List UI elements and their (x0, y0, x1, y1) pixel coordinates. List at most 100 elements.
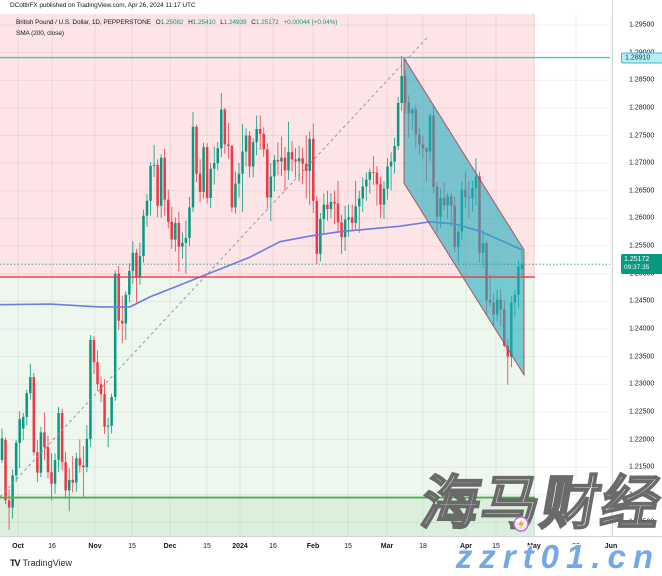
candle-body (198, 173, 202, 192)
candle-body (386, 166, 389, 189)
candle-body (294, 159, 297, 162)
ohlc-low-label: L (220, 19, 224, 26)
candle-body (276, 159, 280, 162)
ohlc-low-value: 1.24939 (223, 19, 247, 26)
candle-body (85, 438, 89, 468)
time-axis-label: 15 (203, 543, 211, 550)
current-price-value: 1.25172 (624, 256, 650, 264)
candle-body (347, 217, 350, 220)
candle-body (32, 377, 36, 453)
candle-body (223, 109, 227, 145)
candle-body (184, 237, 188, 243)
candle-body (7, 500, 11, 508)
candle-body (96, 362, 99, 385)
candle-body (336, 203, 340, 223)
green-zone (0, 277, 535, 536)
ohlc-high-label: H (188, 19, 193, 26)
candle-body (329, 201, 333, 210)
symbol-legend-row[interactable]: British Pound / U.S. Dollar, 1D, PEPPERS… (16, 19, 337, 26)
candle-body (248, 135, 251, 167)
tradingview-logo[interactable]: TV TradingView (10, 558, 72, 568)
chart-legend[interactable]: British Pound / U.S. Dollar, 1D, PEPPERS… (16, 19, 337, 37)
candle-body (368, 172, 372, 180)
candle-body (113, 273, 117, 397)
candle-body (156, 164, 159, 206)
time-axis-label: Dec (163, 543, 177, 550)
price-axis-label: 1.21500 (629, 463, 655, 471)
symbol-title: British Pound / U.S. Dollar, 1D, PEPPERS… (16, 19, 151, 26)
candle-body (67, 479, 71, 491)
candle-body (372, 172, 375, 173)
candle-body (159, 157, 163, 206)
candle-body (25, 393, 29, 417)
candle-body (301, 158, 304, 164)
candle-body (396, 102, 400, 147)
candle-body (343, 219, 347, 238)
candle-body (365, 179, 368, 187)
candle-body (308, 138, 311, 171)
ohlc-open-value: 1.25082 (160, 19, 184, 26)
candle-body (280, 157, 283, 162)
indicator-legend-row[interactable]: SMA (200, close) (16, 30, 64, 37)
candle-body (152, 164, 156, 166)
ohlc-high-value: 1.25410 (192, 19, 216, 26)
candle-body (389, 161, 393, 167)
candle-body (304, 163, 308, 171)
candle-body (163, 157, 166, 200)
candle-body (319, 218, 322, 254)
price-axis[interactable]: 1.28910 1.25172 09:37:35 1.295001.290001… (612, 0, 662, 536)
candle-body (142, 215, 145, 257)
candle-body (128, 270, 131, 295)
parallel-channel[interactable] (403, 56, 525, 377)
time-axis-label: Mar (380, 543, 394, 550)
ohlc-close-value: 1.25172 (255, 19, 279, 26)
candle-body (357, 198, 361, 207)
candle-body (244, 135, 248, 152)
candle-body (262, 133, 265, 150)
time-axis-label: Apr (459, 543, 473, 550)
trendline-dashed[interactable] (0, 37, 428, 498)
candle-body (361, 186, 365, 199)
price-axis-label: 1.26500 (629, 187, 655, 195)
watermark-url: zzrt01.cn (455, 538, 660, 575)
tradingview-logo-text: TradingView (22, 558, 73, 568)
candle-body (145, 200, 149, 216)
candle-body (400, 75, 403, 103)
candle-body (4, 440, 7, 501)
candle-body (11, 475, 14, 508)
candle-body (106, 425, 110, 427)
candle-body (131, 252, 135, 271)
candle-body (166, 199, 170, 222)
candle-body (216, 148, 220, 164)
candle-body (75, 458, 78, 483)
flash-icon (513, 516, 529, 532)
candle-body (71, 479, 74, 483)
price-axis-label: 1.25500 (629, 242, 655, 250)
time-axis[interactable]: Oct 16 Nov 15 Dec 15 2024 16 Feb 15 Mar 18 Apr 15 May 2… (0, 536, 662, 559)
time-axis-label: May (527, 543, 541, 550)
candle-body (53, 459, 57, 484)
candle-body (14, 442, 18, 476)
candle-body (333, 201, 336, 204)
candle-body (18, 419, 21, 443)
ohlc-open-label: O (155, 19, 161, 26)
candle-body (60, 412, 64, 463)
price-axis-label: 1.23000 (629, 380, 655, 388)
time-axis-label: 16 (48, 543, 56, 550)
resistance-price-label: 1.28910 (621, 52, 662, 64)
price-axis-label: 1.24500 (629, 297, 655, 305)
candle-body (110, 396, 113, 426)
price-axis-label: 1.23500 (629, 353, 655, 361)
time-axis-label: 18 (419, 543, 427, 550)
candle-body (46, 447, 50, 473)
candle-body (64, 462, 67, 491)
candle-body (506, 345, 510, 357)
price-axis-label: 1.27000 (629, 159, 655, 167)
candle-body (255, 128, 258, 143)
candle-body (312, 138, 315, 201)
candle-body (322, 204, 326, 219)
change-value: +0.00044 (+0.04%) (283, 19, 338, 26)
candle-body (212, 163, 216, 169)
candle-body (237, 173, 241, 184)
